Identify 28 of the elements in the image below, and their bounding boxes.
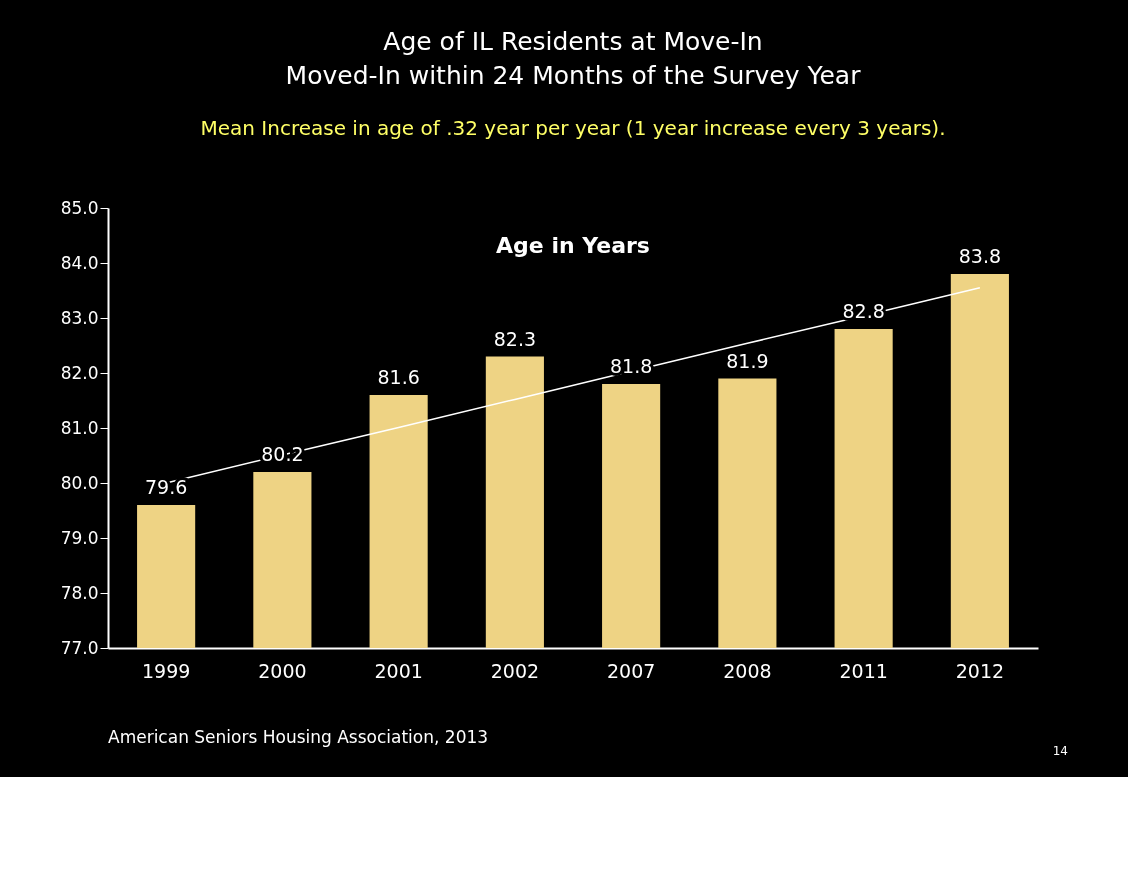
y-tick-label: 82.0 bbox=[60, 362, 99, 383]
y-tick-label: 83.0 bbox=[60, 307, 99, 328]
data-label: 81.9 bbox=[726, 349, 769, 372]
x-tick-label: 2007 bbox=[606, 659, 656, 682]
x-tick-label: 1999 bbox=[141, 659, 191, 682]
data-label: 82.3 bbox=[493, 327, 537, 350]
y-tick-label: 84.0 bbox=[60, 252, 99, 273]
y-tick-label: 77.0 bbox=[60, 637, 99, 658]
x-tick-label: 2002 bbox=[490, 659, 540, 682]
x-tick-label: 2011 bbox=[839, 659, 888, 682]
y-tick-label: 81.0 bbox=[60, 417, 99, 438]
text: 14 bbox=[1052, 744, 1068, 758]
y-tick-label: 79.0 bbox=[60, 527, 99, 548]
y-tick-label: 80.0 bbox=[60, 472, 99, 493]
x-tick-label: 2008 bbox=[723, 659, 772, 682]
y-tick-label: 78.0 bbox=[60, 582, 99, 603]
data-label: 83.8 bbox=[958, 245, 1002, 267]
text: Moved-In within 24 Months of the Survey Year bbox=[285, 61, 861, 90]
data-label: 79.6 bbox=[144, 476, 188, 498]
text: American Seniors Housing Association, 2013 bbox=[108, 727, 489, 747]
data-label: 81.6 bbox=[377, 366, 420, 388]
x-tick-label: 2012 bbox=[955, 659, 1005, 682]
x-tick-label: 2001 bbox=[374, 659, 423, 682]
x-tick-label: 2000 bbox=[258, 659, 307, 682]
y-tick-label: 85.0 bbox=[60, 197, 99, 218]
text: Age of IL Residents at Move-In bbox=[383, 27, 763, 56]
chart-subtitle: Mean Increase in age of .32 year per year (1 year increase every 3 years). bbox=[200, 116, 946, 140]
text: Age in Years bbox=[496, 233, 650, 258]
